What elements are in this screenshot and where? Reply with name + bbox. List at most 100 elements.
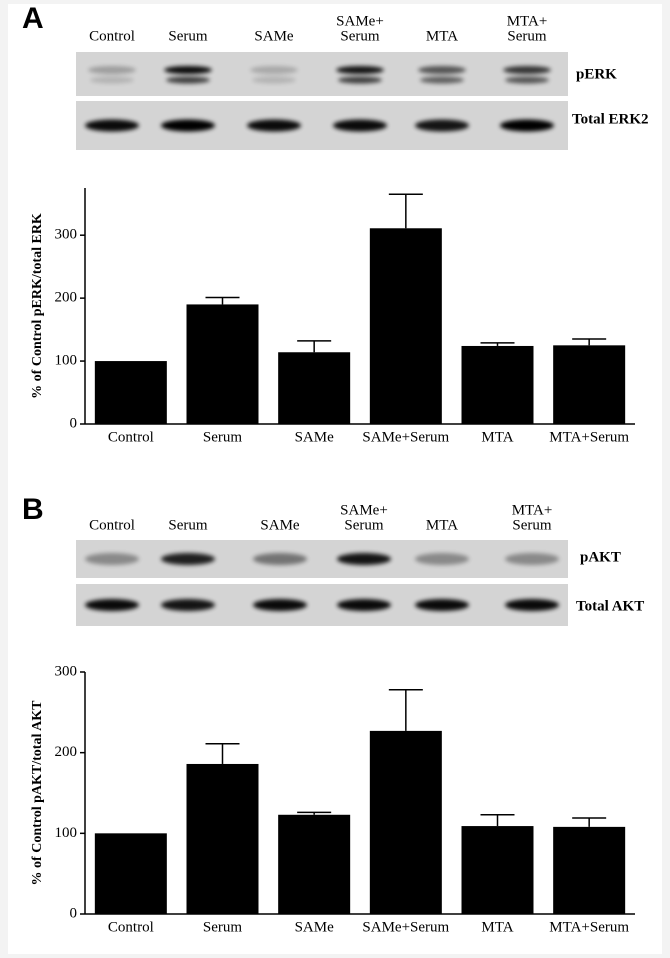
x-tick-label: SAMe+Serum <box>362 429 449 445</box>
bar <box>461 345 534 424</box>
lane-label: Serum <box>507 28 546 44</box>
x-tick-label: MTA+Serum <box>549 429 629 445</box>
x-tick-label: MTA <box>481 919 513 935</box>
blot-band <box>418 66 466 74</box>
y-axis-label: % of Control pERK/total ERK <box>30 213 45 399</box>
x-tick-label: Control <box>108 429 154 445</box>
x-tick-label: SAMe <box>295 919 335 935</box>
blot-band <box>166 76 210 84</box>
bar <box>369 228 442 424</box>
bar <box>278 814 351 914</box>
blot-row-label: pERK <box>576 66 617 82</box>
blot-band <box>161 119 215 132</box>
x-tick-label: Serum <box>203 919 242 935</box>
blot-band <box>85 553 139 565</box>
blot-band <box>90 76 134 84</box>
panel-label: A <box>22 2 44 35</box>
lane-label: Serum <box>340 28 379 44</box>
blot-band <box>415 599 469 611</box>
y-tick-label: 300 <box>55 227 78 243</box>
blot-band <box>161 599 215 611</box>
lane-label: MTA <box>426 28 458 44</box>
blot-band <box>415 553 469 565</box>
lane-label: Serum <box>168 28 207 44</box>
lane-label: Serum <box>168 517 207 533</box>
x-tick-label: SAMe+Serum <box>362 919 449 935</box>
blot-band <box>420 76 464 84</box>
blot-band <box>247 119 301 132</box>
blot-row-label: pAKT <box>580 549 621 565</box>
lane-label: Control <box>89 28 135 44</box>
bar <box>553 826 626 914</box>
bar <box>94 833 167 914</box>
error-bar <box>388 688 423 731</box>
blot-strip <box>76 584 568 626</box>
x-tick-label: Serum <box>203 429 242 445</box>
blot-band <box>337 553 391 565</box>
blot-band <box>505 553 559 565</box>
blot-band <box>337 599 391 611</box>
x-tick-label: MTA+Serum <box>549 919 629 935</box>
figure-area <box>8 4 662 954</box>
blot-band <box>253 553 307 565</box>
error-bar <box>297 340 332 353</box>
y-tick-label: 100 <box>55 825 78 841</box>
error-bar <box>388 193 423 229</box>
blot-band <box>85 119 139 132</box>
blot-band <box>333 119 387 132</box>
error-bar <box>480 342 515 346</box>
x-tick-label: MTA <box>481 429 513 445</box>
blot-band <box>88 66 136 74</box>
y-axis-label: % of Control pAKT/total AKT <box>30 700 45 886</box>
error-bar <box>480 814 515 827</box>
x-tick-label: Control <box>108 919 154 935</box>
bar <box>553 345 626 424</box>
blot-band <box>161 553 215 565</box>
y-tick-label: 0 <box>70 415 78 431</box>
blot-band <box>253 599 307 611</box>
blot-band <box>250 66 298 74</box>
y-tick-label: 100 <box>55 353 78 369</box>
blot-band <box>164 66 212 74</box>
blot-band <box>415 119 469 132</box>
y-tick-label: 0 <box>70 905 78 921</box>
lane-label: SAMe <box>254 28 294 44</box>
bar <box>461 826 534 914</box>
panel-label: B <box>22 493 44 526</box>
y-tick-label: 200 <box>55 290 78 306</box>
bar <box>186 304 259 424</box>
error-bar <box>205 743 240 764</box>
blot-strip <box>76 52 568 96</box>
lane-label: Serum <box>512 517 551 533</box>
lane-label: SAMe+ <box>336 13 384 29</box>
lane-label: SAMe <box>260 517 300 533</box>
bar <box>186 763 259 914</box>
x-tick-label: SAMe <box>295 429 335 445</box>
blot-band <box>336 66 384 74</box>
lane-label: MTA <box>426 517 458 533</box>
blot-strip <box>76 540 568 578</box>
lane-label: MTA+ <box>512 502 553 518</box>
blot-band <box>500 119 554 132</box>
blot-strip <box>76 101 568 150</box>
lane-label: Serum <box>344 517 383 533</box>
blot-band <box>503 66 551 74</box>
y-tick-label: 300 <box>55 663 78 679</box>
blot-row-label: Total AKT <box>576 598 644 614</box>
error-bar <box>205 296 240 305</box>
bar <box>369 730 442 914</box>
lane-label: MTA+ <box>507 13 548 29</box>
blot-band <box>505 76 549 84</box>
lane-label: SAMe+ <box>340 502 388 518</box>
blot-band <box>505 599 559 611</box>
blot-row-label: Total ERK2 <box>572 111 649 127</box>
blot-band <box>338 76 382 84</box>
error-bar <box>297 811 332 815</box>
bar <box>94 361 167 424</box>
bar <box>278 352 351 424</box>
lane-label: Control <box>89 517 135 533</box>
error-bar <box>572 338 607 346</box>
error-bar <box>572 817 607 827</box>
